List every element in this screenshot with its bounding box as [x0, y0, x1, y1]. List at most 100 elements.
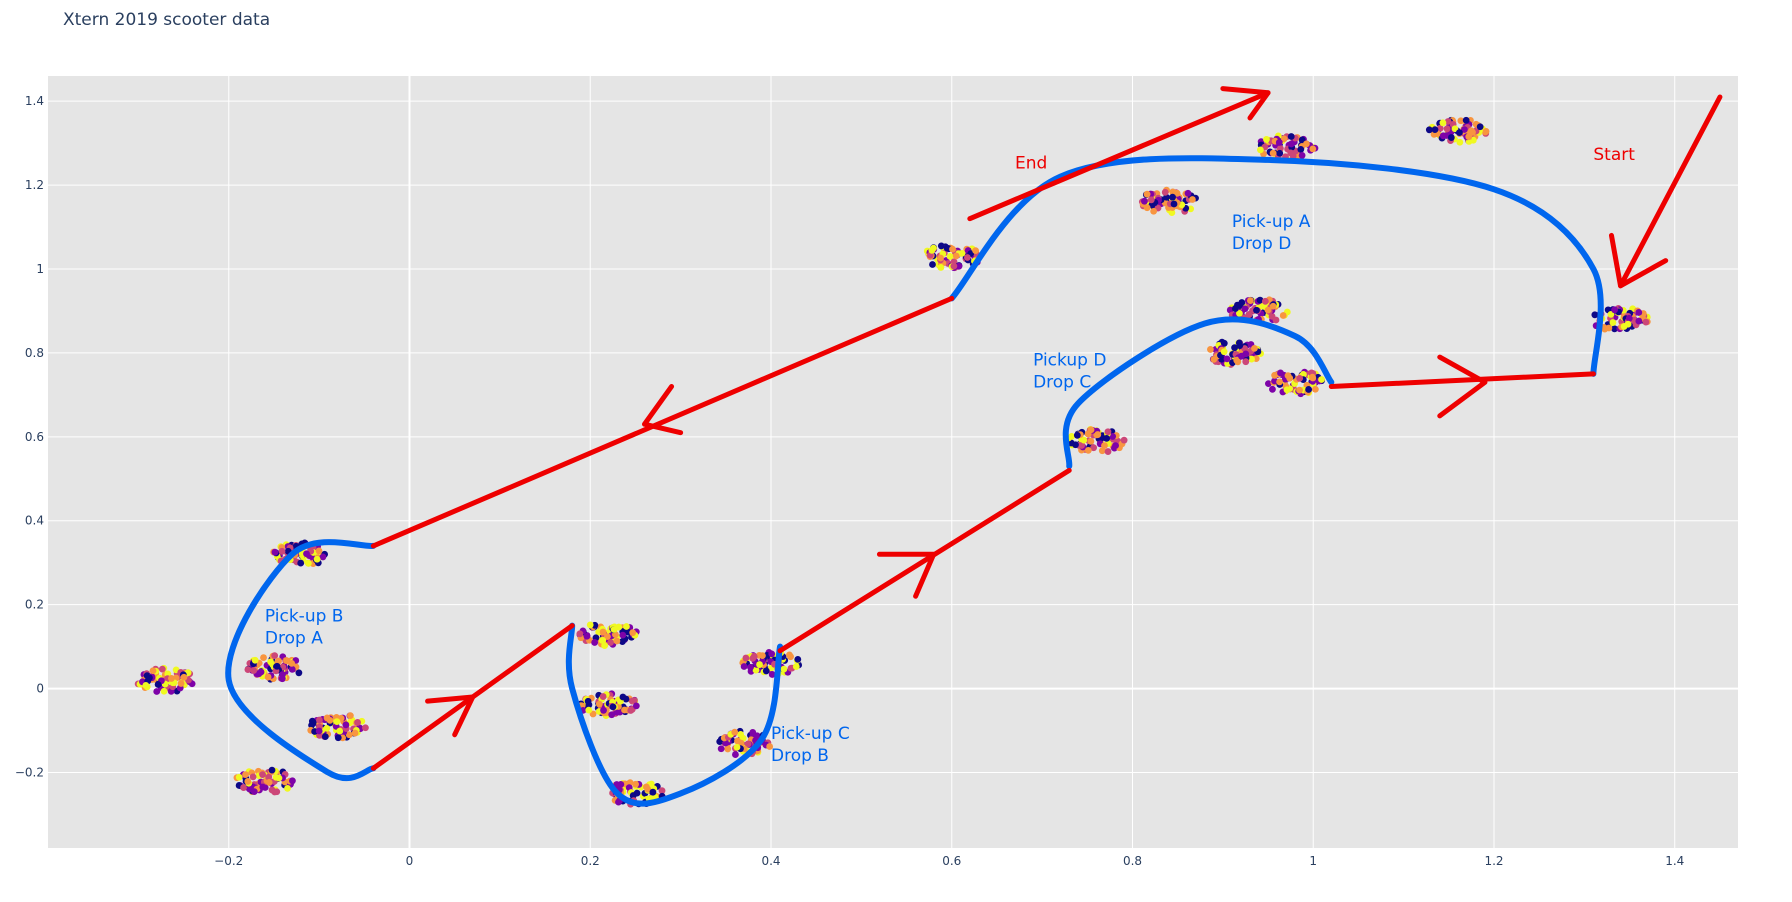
scooter-point: [142, 682, 150, 689]
scooter-point: [1611, 306, 1619, 314]
x-tick-label: 0.2: [581, 854, 600, 868]
scooter-point: [649, 788, 657, 796]
scooter-point: [260, 654, 267, 661]
scooter-point: [1169, 193, 1176, 201]
scooter-point: [928, 246, 936, 254]
scooter-point: [250, 667, 258, 674]
scooter-point: [1210, 355, 1218, 363]
scooter-cluster: [1257, 132, 1319, 162]
annotation-label: Drop B: [771, 746, 829, 766]
scooter-cluster: [1265, 368, 1325, 398]
scooter-point: [308, 721, 315, 729]
scooter-point: [1269, 149, 1277, 157]
x-tick-label: 0: [406, 854, 414, 868]
scooter-point: [268, 766, 276, 774]
scooter-point: [275, 657, 282, 665]
scooter-point: [1309, 145, 1317, 153]
scooter-point: [1318, 376, 1325, 383]
scooter-point: [1303, 140, 1310, 148]
scooter-point: [1468, 127, 1475, 135]
scooter-point: [1245, 311, 1253, 318]
scooter-point: [1104, 448, 1112, 455]
scooter-point: [632, 780, 640, 788]
scooter-point: [158, 665, 166, 673]
scooter-cluster: [1226, 296, 1291, 324]
scooter-point: [609, 703, 617, 711]
scooter-point: [600, 706, 607, 714]
scooter-point: [732, 751, 739, 758]
scooter-point: [1447, 134, 1455, 141]
scooter-point: [1147, 196, 1155, 204]
scooter-point: [1276, 149, 1284, 157]
scooter-point: [621, 706, 628, 714]
scooter-point: [624, 628, 632, 636]
y-tick-label: −0.2: [15, 765, 44, 779]
scooter-point: [744, 740, 752, 748]
y-tick-label: 1.2: [25, 178, 44, 192]
scooter-point: [288, 659, 296, 667]
scooter-point: [946, 253, 954, 260]
red-route-line: [370, 295, 955, 549]
scooter-point: [733, 743, 741, 751]
scooter-point: [149, 667, 157, 675]
scooter-point: [937, 242, 945, 250]
scooter-point: [629, 629, 637, 637]
scooter-point: [742, 654, 750, 662]
scooter-point: [1109, 433, 1117, 440]
scooter-point: [1084, 446, 1092, 454]
y-tick-label: 0: [36, 682, 44, 696]
scooter-point: [740, 663, 748, 670]
scooter-point: [1087, 426, 1095, 434]
scooter-point: [1439, 119, 1447, 127]
scooter-point: [273, 662, 281, 670]
scooter-point: [585, 706, 593, 714]
scooter-point: [613, 637, 621, 645]
scooter-point: [576, 630, 584, 638]
scooter-point: [333, 718, 341, 726]
scooter-point: [1283, 386, 1291, 394]
grid: [48, 76, 1738, 848]
x-tick-label: 0.6: [942, 854, 961, 868]
scooter-point: [717, 745, 725, 753]
scooter-point: [1256, 296, 1264, 304]
scooter-point: [1269, 302, 1277, 310]
scooter-point: [1311, 385, 1319, 393]
scooter-point: [257, 668, 265, 676]
scooter-point: [1238, 352, 1245, 360]
scooter-point: [1607, 310, 1615, 318]
scooter-point: [1444, 118, 1452, 125]
scooter-point: [1231, 305, 1239, 312]
scooter-point: [955, 262, 963, 270]
y-tick-label: 0.2: [25, 598, 44, 612]
scooter-cluster: [233, 766, 296, 796]
scooter-point: [1087, 437, 1095, 445]
x-tick-label: 1: [1309, 854, 1317, 868]
scooter-point: [1431, 126, 1439, 134]
scooter-point: [146, 674, 153, 682]
scooter-point: [1248, 355, 1255, 363]
scooter-point: [963, 254, 971, 261]
scooter-point: [284, 784, 291, 792]
blue-route-curve: [565, 622, 784, 807]
scooter-point: [1238, 299, 1246, 306]
scooter-point: [303, 550, 310, 558]
scooter-point: [265, 779, 273, 786]
scooter-point: [952, 252, 960, 260]
scooter-point: [1605, 324, 1613, 332]
y-tick-label: 0.8: [25, 346, 44, 360]
scooter-point: [601, 642, 609, 649]
scooter-point: [1456, 138, 1464, 146]
scooter-point: [598, 636, 606, 644]
scooter-cluster: [1138, 186, 1199, 216]
scooter-point: [251, 656, 259, 664]
scooter-point: [1460, 126, 1468, 133]
scooter-point: [630, 697, 638, 705]
scooter-point: [768, 650, 776, 658]
scooter-point: [1296, 386, 1303, 394]
scooter-point: [1220, 339, 1228, 347]
scooter-point: [242, 771, 249, 779]
scooter-point: [1476, 123, 1484, 131]
y-tick-label: 1.4: [25, 94, 44, 108]
scooter-point: [272, 773, 280, 781]
